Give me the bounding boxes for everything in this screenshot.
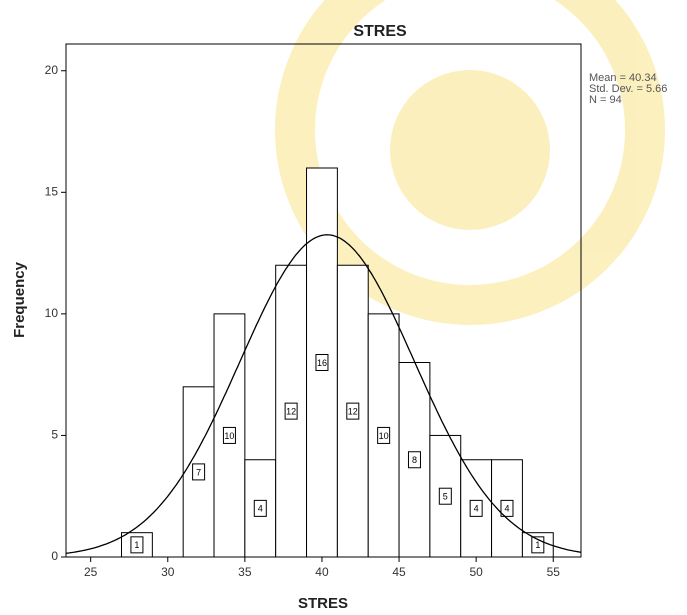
- data-label-box: [284, 402, 298, 420]
- data-label-box: [346, 402, 360, 420]
- x-tick-label: 25: [84, 565, 98, 579]
- data-label-box: [500, 499, 514, 517]
- data-label-box: [407, 451, 421, 469]
- data-label-box: [377, 426, 391, 444]
- data-label-box: [315, 353, 329, 371]
- data-label: 4: [504, 504, 509, 514]
- data-label: 12: [348, 406, 358, 416]
- x-tick-label: 50: [469, 565, 483, 579]
- stat-annotation: N = 94: [589, 94, 622, 106]
- x-tick-label: 45: [392, 565, 406, 579]
- data-label: 8: [412, 455, 417, 465]
- x-tick-label: 30: [161, 565, 175, 579]
- data-label: 10: [224, 431, 234, 441]
- chart-title: STRES: [353, 23, 407, 40]
- y-tick-label: 20: [45, 63, 59, 77]
- data-label-box: [253, 499, 267, 517]
- data-label: 5: [443, 492, 448, 502]
- y-axis-label: Frequency: [11, 261, 28, 338]
- y-tick-label: 10: [45, 306, 59, 320]
- data-label: 16: [317, 358, 327, 368]
- x-tick-label: 35: [238, 565, 252, 579]
- y-tick-label: 15: [45, 184, 59, 198]
- stat-annotation: Mean = 40.34: [589, 72, 657, 84]
- data-label: 4: [258, 504, 263, 514]
- data-label: 10: [379, 431, 389, 441]
- x-tick-label: 40: [315, 565, 329, 579]
- data-label-box: [192, 463, 206, 481]
- data-label: 7: [196, 467, 201, 477]
- watermark: [275, 0, 665, 325]
- y-tick-label: 0: [51, 549, 58, 563]
- data-label: 12: [286, 406, 296, 416]
- stat-annotation: Std. Dev. = 5.66: [589, 83, 667, 95]
- y-tick-label: 5: [51, 428, 58, 442]
- data-label-box: [438, 487, 452, 505]
- x-tick-label: 55: [547, 565, 561, 579]
- x-axis-label: STRES: [298, 595, 348, 612]
- data-label: 1: [535, 540, 540, 550]
- data-label: 1: [134, 540, 139, 550]
- data-label-box: [469, 499, 483, 517]
- data-label-box: [130, 536, 144, 554]
- data-label: 4: [474, 504, 479, 514]
- data-label-box: [222, 426, 236, 444]
- normal-curve: [65, 234, 582, 554]
